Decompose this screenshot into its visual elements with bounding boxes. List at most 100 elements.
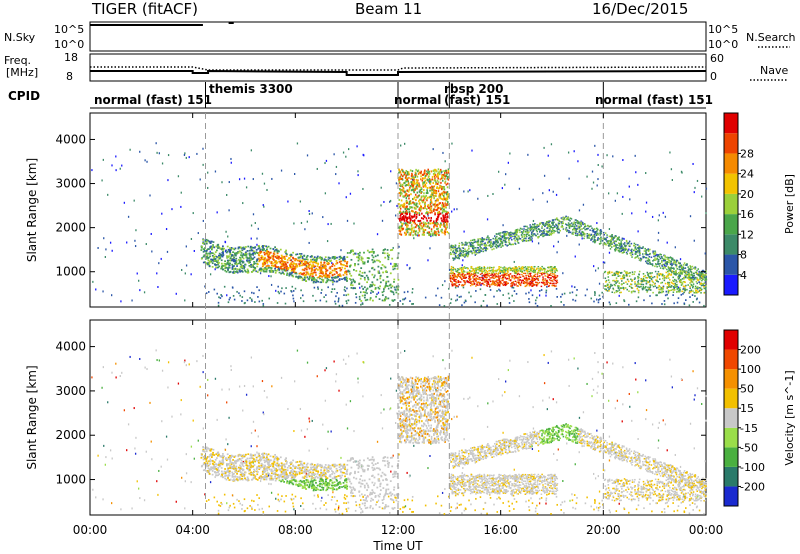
arc-cell: [633, 242, 636, 245]
arc-cell: [654, 257, 656, 259]
block-cell: [411, 172, 413, 175]
band-cell: [305, 271, 308, 273]
block-cell: [437, 227, 440, 230]
arc-cell: [575, 225, 578, 227]
block-cell: [426, 178, 429, 181]
band-cell: [320, 269, 323, 271]
band-cell: [346, 280, 348, 282]
late-band-cell: [358, 273, 361, 276]
scatter-cell: [238, 178, 241, 181]
ground-cell: [387, 287, 390, 290]
block-cell: [446, 231, 449, 234]
ground-cell: [590, 297, 593, 300]
arc-cell: [608, 235, 611, 238]
arc-cell: [668, 268, 671, 270]
arc-cell: [654, 255, 657, 257]
arc-cell: [542, 222, 545, 224]
arc-cell: [664, 256, 667, 258]
arc-cell: [578, 230, 581, 232]
block-cell: [428, 226, 431, 229]
low-band-cell: [527, 268, 530, 271]
block-cell: [403, 171, 405, 174]
block-cell: [431, 186, 434, 189]
late-band-cell: [397, 288, 399, 291]
late-band-cell: [363, 262, 366, 265]
low-band-cell: [499, 266, 502, 269]
late-band-cell: [372, 299, 374, 302]
block-cell: [399, 189, 402, 192]
band-cell: [291, 268, 294, 271]
block-cell: [416, 205, 419, 208]
arc-cell: [607, 240, 610, 242]
band-cell: [224, 264, 227, 267]
low-band-cell: [513, 278, 516, 280]
late-band-cell: [352, 268, 355, 271]
arc-cell: [682, 267, 685, 270]
band-cell: [346, 265, 349, 268]
block-cell: [409, 232, 412, 235]
band-cell: [308, 261, 311, 264]
ground-cell: [683, 302, 686, 305]
low-band-cell: [506, 270, 509, 273]
band-cell: [227, 259, 230, 262]
block-cell: [436, 208, 439, 211]
arc-cell: [599, 230, 601, 232]
block-cell: [399, 225, 401, 228]
block-cell: [415, 199, 417, 202]
arc-cell: [505, 241, 508, 243]
late-band-cell: [349, 251, 351, 254]
ground-cell: [325, 300, 328, 303]
band-cell: [241, 249, 244, 252]
block-cell: [419, 189, 422, 192]
scatter-cell: [462, 249, 465, 252]
low-band-cell: [543, 283, 545, 285]
block-cell: [428, 172, 431, 175]
low-band-cell: [516, 270, 518, 273]
scatter-cell: [207, 186, 209, 189]
band-cell: [251, 249, 254, 252]
band-cell: [261, 256, 264, 259]
scatter-cell: [527, 153, 529, 156]
low-band-cell: [537, 265, 540, 268]
arc-cell: [456, 257, 459, 259]
low-band-cell: [527, 277, 530, 280]
scatter-cell: [293, 300, 295, 303]
arc-cell: [557, 231, 559, 234]
band-cell: [312, 278, 315, 280]
band-cell: [269, 266, 271, 269]
block-cell: [418, 185, 421, 188]
band-cell: [321, 278, 323, 281]
arc-cell: [519, 227, 522, 230]
arc-cell: [464, 241, 467, 244]
scatter-cell: [578, 243, 580, 246]
block-cell: [409, 219, 412, 222]
late-band-cell: [371, 281, 374, 284]
block-cell: [439, 224, 441, 227]
ground-cell: [393, 293, 395, 296]
band-cell: [278, 271, 281, 274]
arc-cell: [676, 272, 678, 275]
arc-cell: [458, 255, 461, 257]
arc-cell: [449, 246, 451, 249]
band-cell: [341, 263, 344, 266]
block-cell: [414, 182, 416, 185]
arc-cell: [535, 227, 538, 230]
low-band-cell: [552, 280, 554, 282]
arc-cell: [494, 241, 496, 244]
block-cell: [437, 199, 439, 202]
low-band-cell: [484, 279, 486, 281]
block-cell: [436, 225, 438, 228]
band-cell: [228, 271, 231, 273]
late-band-cell: [366, 298, 369, 301]
low-band-cell: [547, 285, 550, 288]
band-cell: [245, 252, 248, 255]
scatter-cell: [280, 169, 283, 172]
low-band-cell: [452, 274, 454, 276]
low-band-cell: [470, 274, 472, 276]
ground-cell: [281, 287, 283, 290]
scatter-cell: [429, 247, 431, 250]
low-band-cell: [493, 273, 496, 275]
arc-cell: [486, 236, 488, 239]
band-cell: [211, 266, 214, 268]
ground-cell: [672, 294, 674, 297]
